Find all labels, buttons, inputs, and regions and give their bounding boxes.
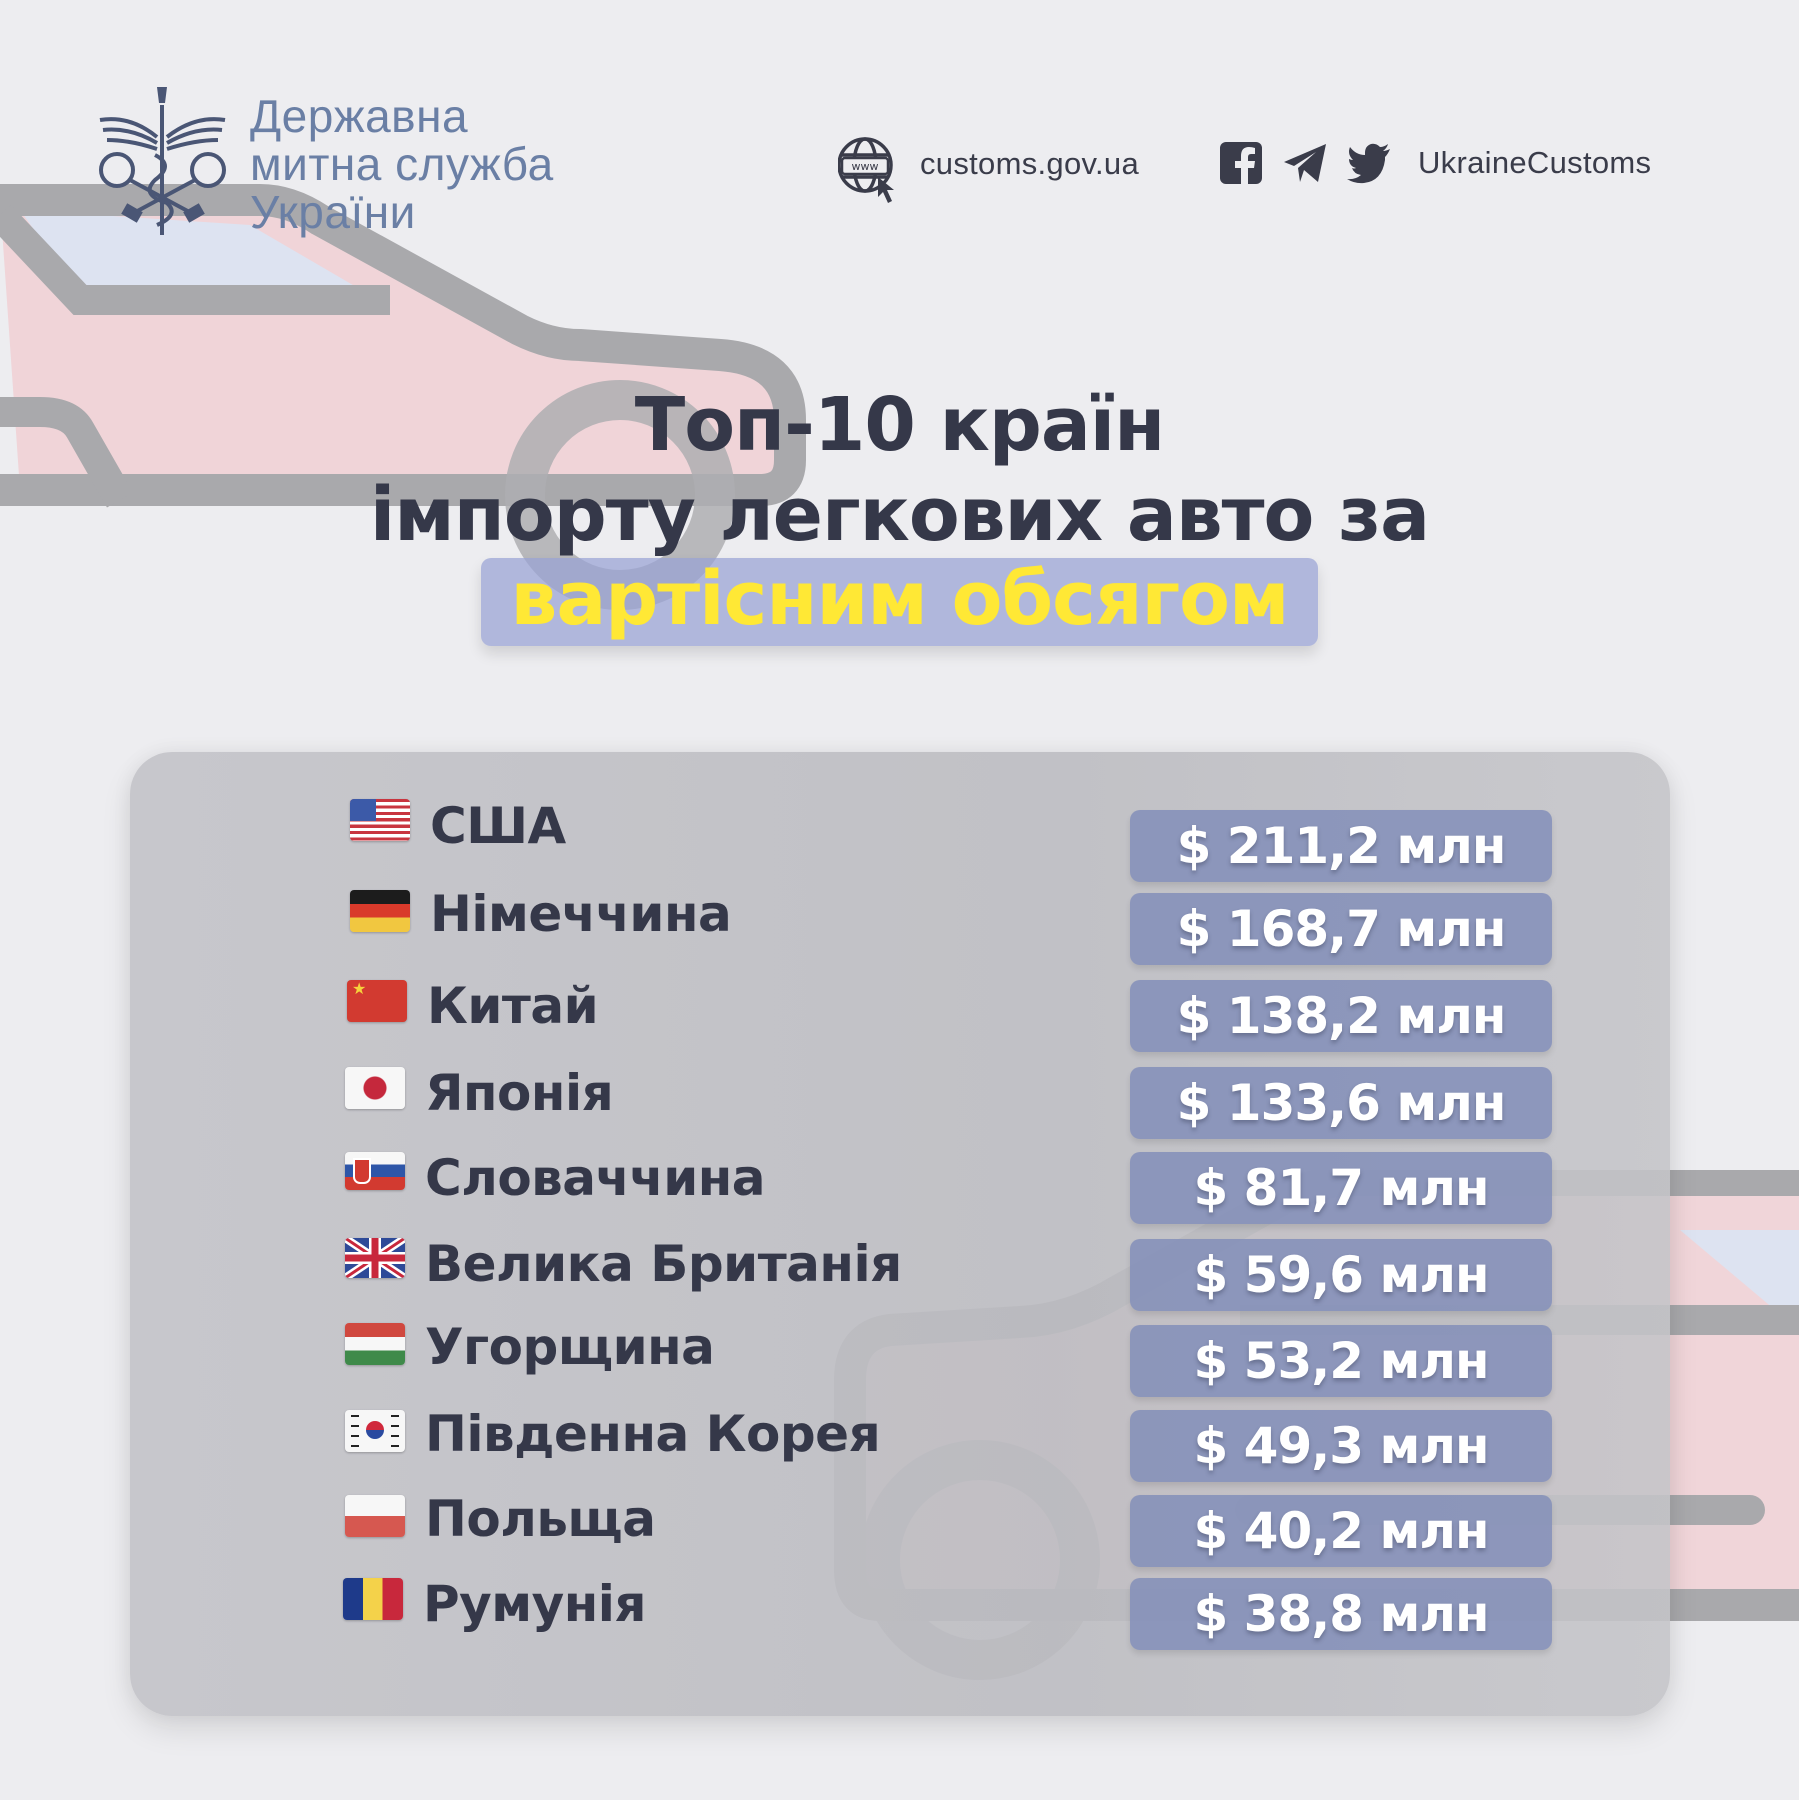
title-line-1: Топ-10 країн (634, 382, 1166, 468)
gb-flag-icon (345, 1238, 405, 1278)
ranking-row: Угорщина $ 53,2 млн (130, 1317, 1670, 1397)
website-link[interactable]: www customs.gov.ua (838, 135, 1139, 205)
header: Державна митна служба України www custom… (0, 0, 1799, 260)
value-text: $ 59,6 млн (1193, 1246, 1489, 1304)
ranking-row: США $ 211,2 млн (130, 794, 1670, 882)
title-line-2: імпорту легкових авто за (369, 472, 1430, 558)
ranking-row: ★ Китай $ 138,2 млн (130, 970, 1670, 1052)
value-badge: $ 49,3 млн (1130, 1410, 1552, 1482)
value-text: $ 81,7 млн (1193, 1159, 1489, 1217)
title-highlight-text: вартісним обсягом (510, 556, 1290, 642)
ranking-row: Румунія $ 38,8 млн (130, 1570, 1670, 1650)
title-highlight-box: вартісним обсягом (480, 556, 1319, 646)
social-links: UkraineCustoms (1218, 140, 1651, 186)
value-badge: $ 38,8 млн (1130, 1578, 1552, 1650)
country-name: Японія (425, 1064, 614, 1122)
ranking-row: Польща $ 40,2 млн (130, 1487, 1670, 1567)
country-name: Угорщина (425, 1318, 715, 1376)
value-badge: $ 211,2 млн (1130, 810, 1552, 882)
globe-www-icon: www (838, 137, 894, 203)
pl-flag-icon (345, 1495, 405, 1537)
value-text: $ 40,2 млн (1193, 1502, 1489, 1560)
ranking-row: Німеччина $ 168,7 млн (130, 880, 1670, 965)
svg-text:www: www (852, 160, 879, 173)
country-name: Німеччина (430, 885, 732, 943)
social-handle[interactable]: UkraineCustoms (1418, 145, 1652, 180)
us-flag-icon (350, 799, 410, 841)
country-name: Південна Корея (425, 1405, 881, 1463)
value-text: $ 211,2 млн (1176, 817, 1507, 875)
ro-flag-icon (343, 1578, 403, 1620)
value-badge: $ 81,7 млн (1130, 1152, 1552, 1224)
telegram-icon[interactable] (1282, 140, 1328, 186)
ranking-row: Японія $ 133,6 млн (130, 1057, 1670, 1139)
org-name-line-1: Державна (250, 90, 469, 142)
customs-emblem-icon (99, 87, 226, 235)
hu-flag-icon (345, 1323, 405, 1365)
country-name: Румунія (423, 1575, 647, 1633)
country-name: Велика Британія (425, 1235, 902, 1293)
twitter-icon[interactable] (1346, 140, 1392, 186)
ranking-row: Словаччина $ 81,7 млн (130, 1144, 1670, 1224)
value-badge: $ 53,2 млн (1130, 1325, 1552, 1397)
value-badge: $ 168,7 млн (1130, 893, 1552, 965)
website-label[interactable]: customs.gov.ua (920, 146, 1140, 181)
ranking-list: США $ 211,2 млн Німеччина $ 168,7 млн ★ … (130, 752, 1670, 1716)
country-name: США (430, 797, 566, 855)
value-text: $ 168,7 млн (1176, 900, 1507, 958)
country-name: Китай (427, 977, 599, 1035)
ranking-row: Південна Корея $ 49,3 млн (130, 1402, 1670, 1482)
cn-flag-icon: ★ (347, 980, 407, 1022)
sk-flag-icon (345, 1152, 405, 1190)
kr-flag-icon (345, 1410, 405, 1452)
value-text: $ 133,6 млн (1176, 1074, 1507, 1132)
org-name-line-2: митна служба (250, 138, 554, 190)
country-name: Польща (425, 1490, 656, 1548)
value-text: $ 49,3 млн (1193, 1417, 1489, 1475)
facebook-icon[interactable] (1218, 140, 1264, 186)
value-text: $ 138,2 млн (1176, 987, 1507, 1045)
de-flag-icon (350, 890, 410, 932)
ranking-card: США $ 211,2 млн Німеччина $ 168,7 млн ★ … (130, 752, 1670, 1716)
value-text: $ 38,8 млн (1193, 1585, 1489, 1643)
jp-flag-icon (345, 1067, 405, 1109)
country-name: Словаччина (425, 1149, 766, 1207)
organization-name: Державна митна служба України (250, 92, 554, 236)
org-name-line-3: України (250, 186, 416, 238)
value-badge: $ 133,6 млн (1130, 1067, 1552, 1139)
value-badge: $ 138,2 млн (1130, 980, 1552, 1052)
ranking-row: Велика Британія $ 59,6 млн (130, 1230, 1670, 1311)
value-badge: $ 59,6 млн (1130, 1239, 1552, 1311)
value-badge: $ 40,2 млн (1130, 1495, 1552, 1567)
highlight-background (480, 558, 1319, 646)
value-text: $ 53,2 млн (1193, 1332, 1489, 1390)
page-title: Топ-10 країн імпорту легкових авто за ва… (0, 380, 1799, 646)
